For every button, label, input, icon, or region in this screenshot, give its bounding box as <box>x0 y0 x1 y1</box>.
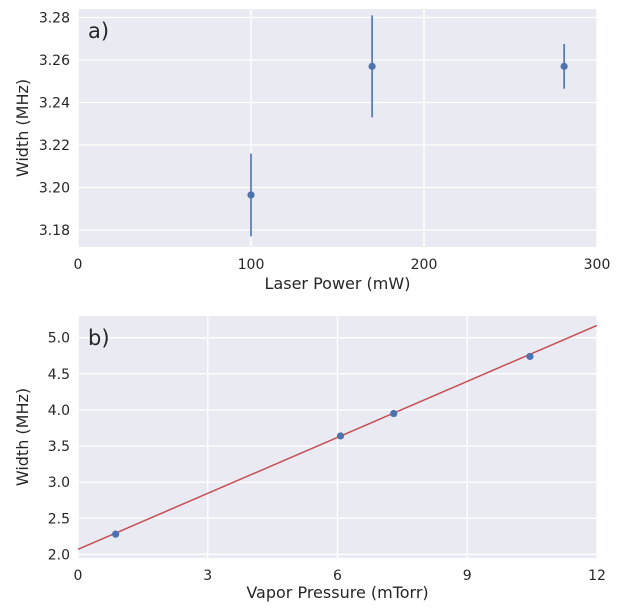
x-axis-label: Laser Power (mW) <box>265 274 411 293</box>
y-tick-label: 4.5 <box>48 367 70 383</box>
x-tick-label: 200 <box>411 257 438 273</box>
y-tick-label: 3.0 <box>48 475 70 491</box>
x-tick-label: 6 <box>333 568 342 584</box>
y-tick-label: 3.5 <box>48 439 70 455</box>
y-tick-label: 5.0 <box>48 331 70 347</box>
y-tick-label: 4.0 <box>48 403 70 419</box>
y-axis-label: Width (MHz) <box>13 388 32 486</box>
y-tick-label: 3.20 <box>39 181 70 197</box>
x-tick-label: 12 <box>588 568 606 584</box>
data-point <box>336 432 345 440</box>
panel-label: a) <box>88 19 109 43</box>
x-axis-label: Vapor Pressure (mTorr) <box>246 583 428 602</box>
x-tick-label: 3 <box>203 568 212 584</box>
data-point <box>390 409 398 418</box>
plot-background <box>78 9 597 247</box>
data-point <box>526 352 534 361</box>
y-tick-label: 3.18 <box>39 223 70 239</box>
data-point <box>368 62 376 70</box>
x-tick-label: 9 <box>463 568 472 584</box>
y-tick-label: 3.26 <box>39 53 70 69</box>
data-layer <box>78 324 597 551</box>
y-axis-label: Width (MHz) <box>13 79 32 177</box>
y-tick-label: 2.0 <box>48 547 70 563</box>
x-tick-label: 0 <box>74 568 83 584</box>
panel-label: b) <box>88 326 110 350</box>
y-tick-label: 3.28 <box>39 11 70 27</box>
data-point <box>247 191 255 199</box>
data-layer <box>247 15 568 237</box>
data-point <box>560 62 568 70</box>
data-point <box>112 530 120 538</box>
chart-panel-2: 0 3 6 9 12 2.0 2.5 3.0 3.5 4.0 4.5 5.0 Vapor Pressur… <box>13 316 606 602</box>
x-tick-label: 300 <box>584 257 611 273</box>
y-tick-label: 3.24 <box>39 96 70 112</box>
y-tick-label: 2.5 <box>48 511 70 527</box>
y-tick-label: 3.22 <box>39 138 70 154</box>
x-tick-label: 100 <box>238 257 265 273</box>
chart-panel-1: 0 100 200 300 3.18 3.20 3.22 3.24 3.26 3.28 Laser … <box>13 9 610 293</box>
x-tick-label: 0 <box>74 257 83 273</box>
